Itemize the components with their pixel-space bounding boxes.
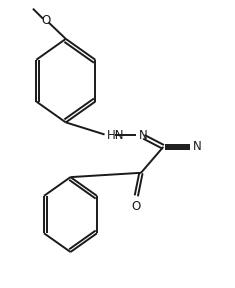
Text: N: N — [139, 129, 147, 142]
Text: HN: HN — [107, 129, 124, 142]
Text: O: O — [132, 200, 141, 213]
Text: O: O — [41, 14, 51, 27]
Text: N: N — [193, 140, 201, 154]
